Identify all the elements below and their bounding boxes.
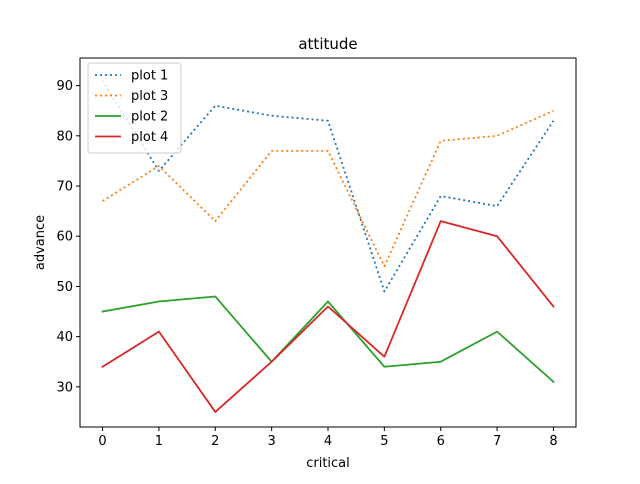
chart-title: attitude [298,35,357,53]
legend-label-1: plot 1 [131,69,168,84]
legend-label-4: plot 4 [131,130,168,145]
y-tick-label: 50 [56,280,73,295]
x-tick-label: 4 [324,434,332,449]
series-line-3 [101,295,555,384]
y-tick-label: 40 [56,330,73,345]
x-tick-label: 1 [155,434,163,449]
y-tick-label: 30 [56,380,73,395]
x-tick-label: 0 [98,434,106,449]
axis-ticks: 0 1 2 3 4 5 6 7 8 30 40 50 60 70 80 90 [56,79,557,449]
y-axis-title: advance [33,215,48,270]
legend-label-3: plot 2 [131,110,168,125]
y-tick-label: 70 [56,180,73,195]
y-tick-label: 60 [56,230,73,245]
x-axis-title: critical [306,456,350,471]
series-line-4 [101,220,555,413]
x-tick-label: 3 [267,434,275,449]
y-tick-label: 90 [56,79,73,94]
legend: plot 1 plot 3 plot 2 plot 4 [87,62,182,154]
x-tick-label: 6 [437,434,445,449]
x-tick-label: 7 [493,434,501,449]
legend-box [87,62,182,154]
x-tick-label: 2 [211,434,219,449]
x-tick-label: 5 [380,434,388,449]
y-tick-label: 80 [56,129,73,144]
series-line-2 [102,109,554,268]
x-tick-label: 8 [549,434,557,449]
legend-label-2: plot 3 [131,89,168,104]
